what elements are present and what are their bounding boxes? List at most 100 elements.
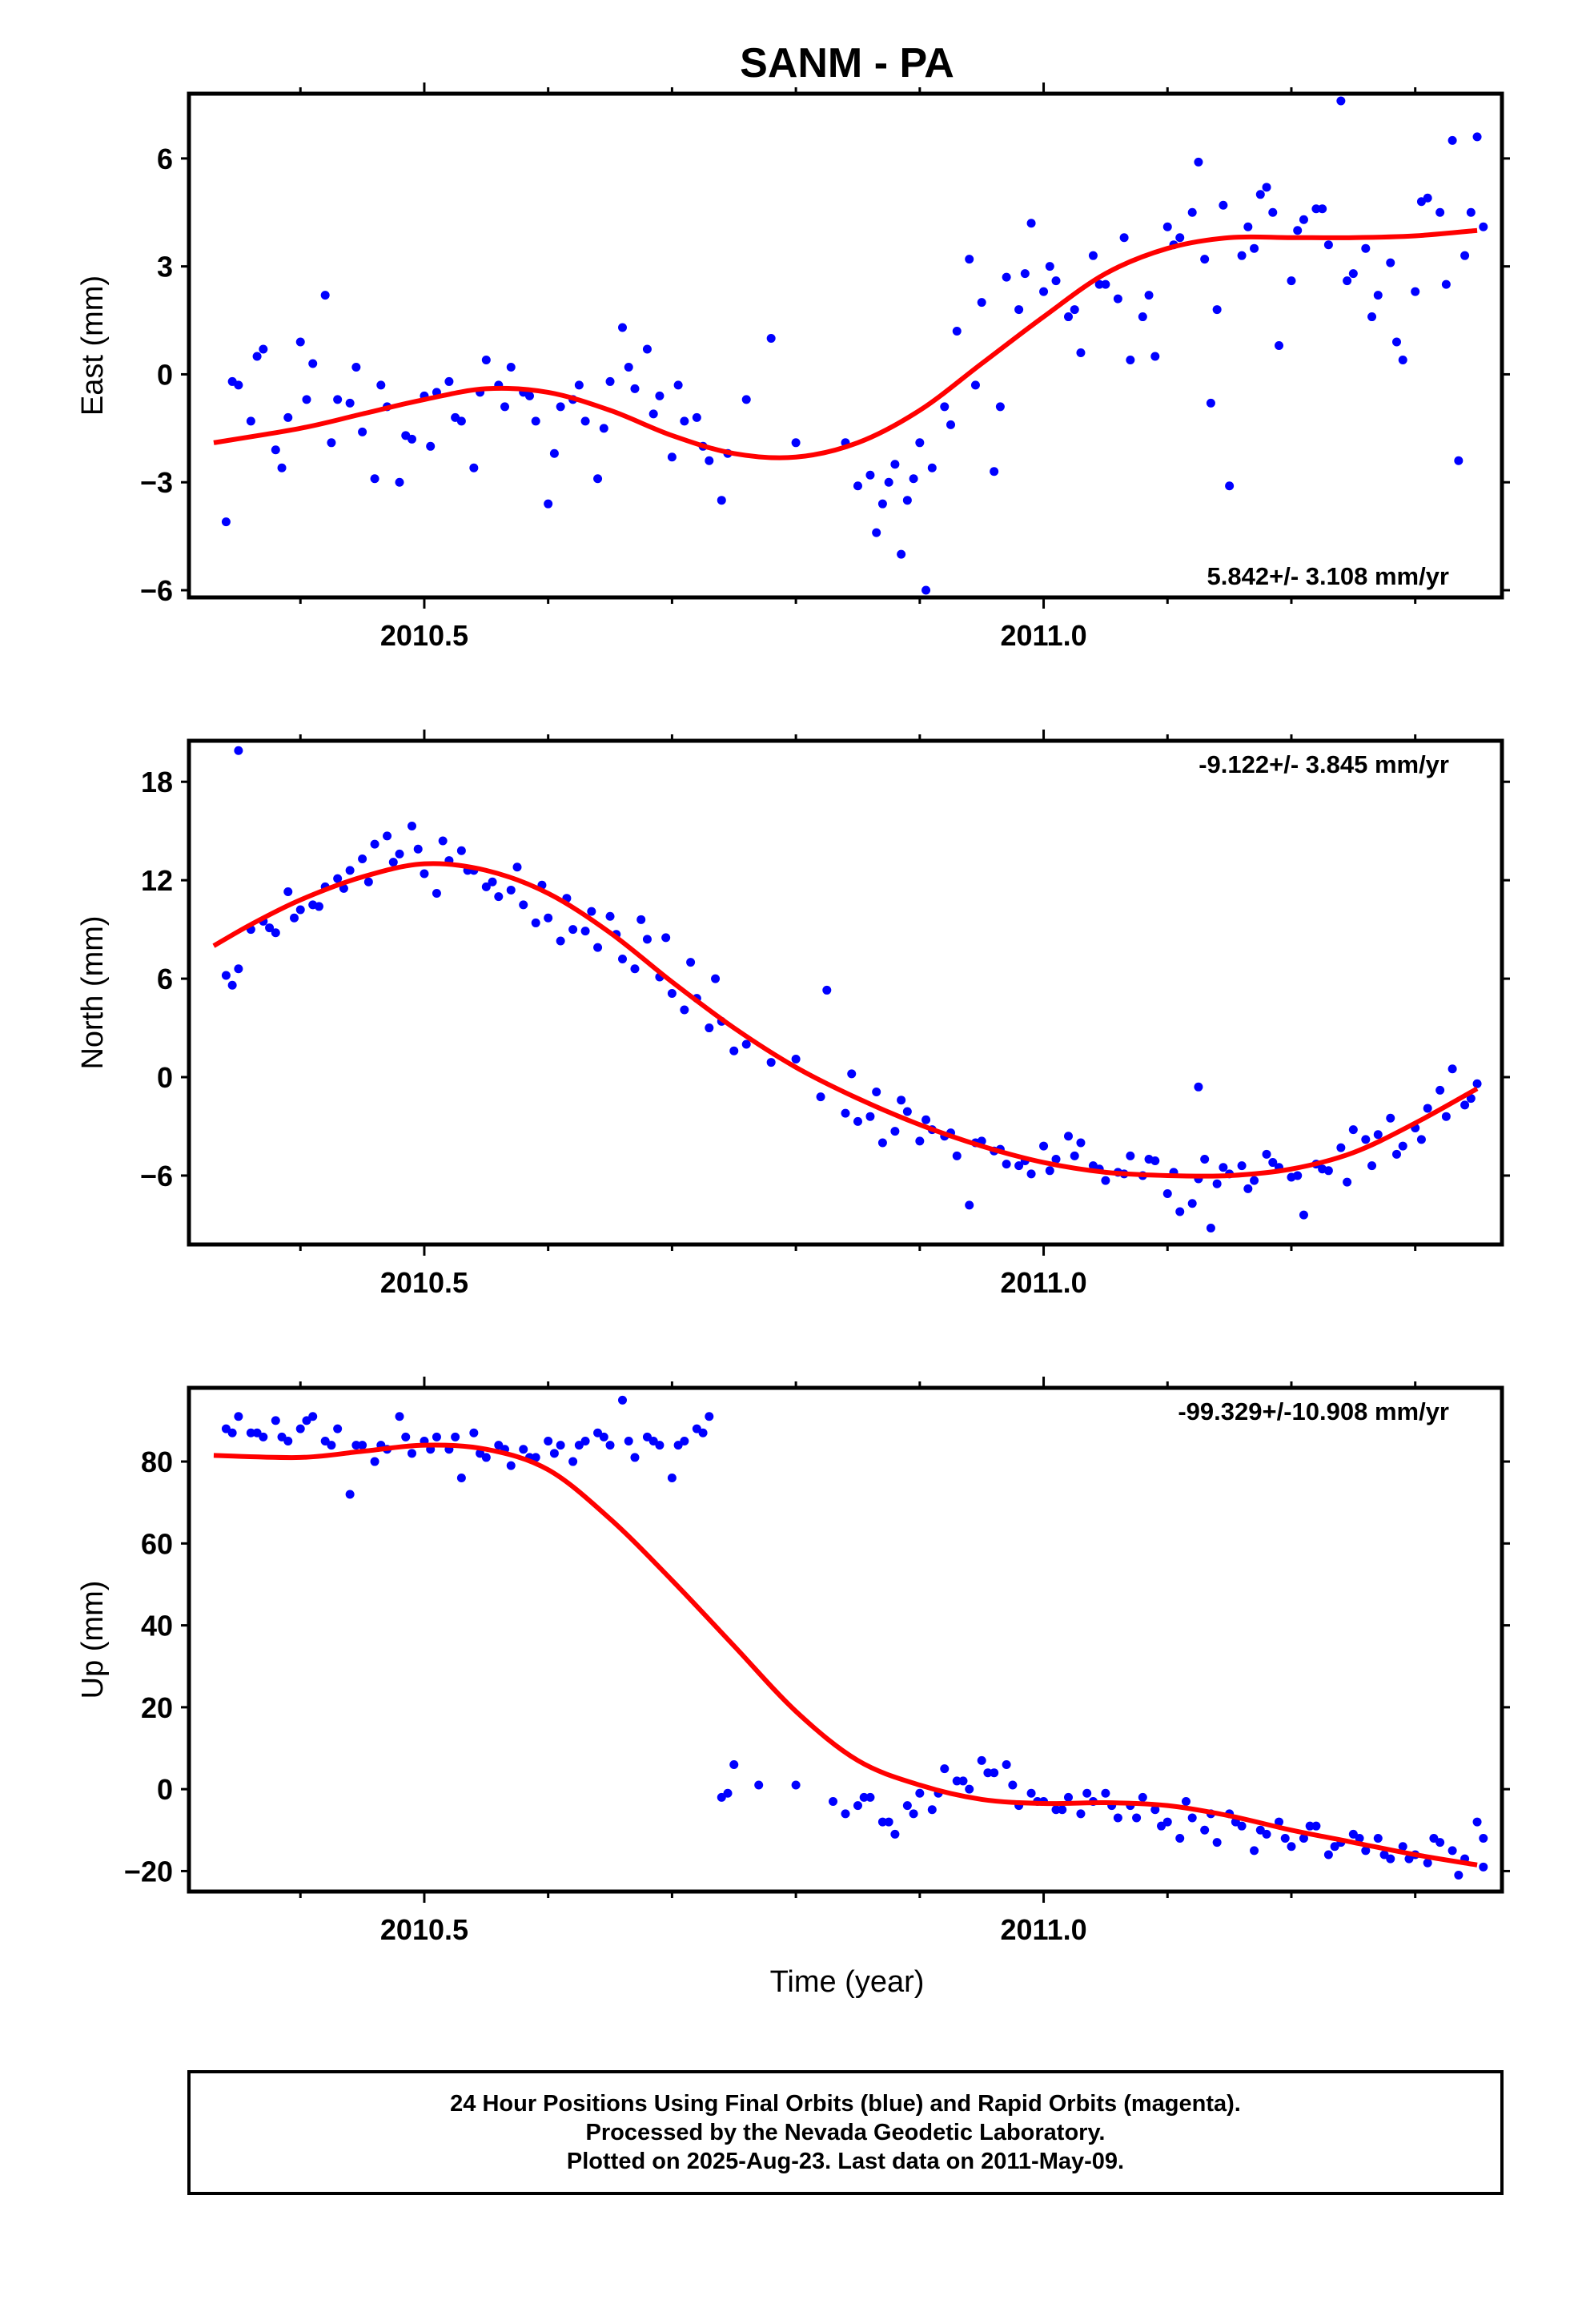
east-data-point [1398,355,1407,364]
up-data-point [605,1441,615,1450]
east-data-point [221,517,231,527]
up-plot-frame [187,1385,1504,1894]
north-data-point [1361,1135,1371,1144]
north-data-point [234,746,243,755]
east-data-point [1287,276,1296,286]
up-data-point [1002,1759,1011,1769]
east-data-point [605,376,615,386]
north-data-point [283,887,293,896]
east-data-point [370,474,379,484]
north-data-point [568,925,578,935]
east-data-point [1416,197,1426,207]
footer-box: 24 Hour Positions Using Final Orbits (bl… [187,2070,1504,2195]
east-y-tick-label: 0 [157,358,173,391]
up-data-point [1311,1821,1321,1831]
east-data-point [1206,398,1215,408]
east-data-point [1343,276,1352,286]
up-fit-curve [213,1442,1478,1868]
up-data-point [432,1432,441,1441]
up-data-point [1398,1842,1407,1852]
east-data-point [1101,279,1110,289]
up-data-point [221,1424,231,1433]
up-data-point [481,1453,491,1462]
east-data-point [327,438,336,448]
up-data-point [1355,1834,1364,1844]
north-data-point [1144,1154,1154,1164]
north-data-point [420,869,429,879]
footer-line-3: Plotted on 2025-Aug-23. Last data on 201… [567,2149,1124,2174]
up-data-point [977,1755,986,1765]
north-data-point [729,1046,739,1055]
north-plot-frame [187,738,1504,1247]
north-data-point [407,822,416,831]
up-data-point [277,1432,287,1441]
east-data-point [1441,279,1451,289]
east-y-axis-label: East (mm) [76,275,110,416]
east-data-point [624,362,633,372]
north-data-point [865,1112,875,1121]
east-data-point [865,470,875,480]
east-data-point [345,398,355,408]
east-data-point [469,463,479,472]
east-data-point [890,460,900,469]
north-data-point [1250,1176,1259,1185]
north-y-tick-label: 6 [157,963,173,995]
up-y-tick-label: −20 [124,1855,173,1888]
north-data-point [1039,1141,1049,1151]
north-data-point [1126,1151,1135,1160]
east-data-point [1219,200,1228,210]
east-data-point [921,585,931,595]
east-data-point [1293,226,1303,235]
up-data-point [952,1776,962,1786]
north-data-point [741,1039,751,1049]
east-data-point [1275,341,1284,350]
up-data-point [407,1449,416,1458]
north-data-point [1262,1149,1271,1159]
up-data-point [667,1474,677,1483]
north-data-point [506,885,516,895]
up-data-point [295,1424,305,1433]
north-data-point [1343,1177,1352,1187]
north-data-point [413,844,423,854]
east-data-point [1212,305,1222,315]
up-data-point [1157,1821,1166,1831]
up-data-point [320,1436,330,1445]
north-data-point [1026,1169,1036,1179]
up-data-point [1454,1871,1464,1880]
east-data-point [1076,348,1086,357]
up-data-point [829,1796,838,1806]
east-data-point [500,402,510,412]
up-data-point [705,1412,714,1421]
east-data-point [1088,251,1098,260]
up-data-point [1237,1821,1247,1831]
up-data-point [692,1424,701,1433]
east-plot-frame [187,91,1504,600]
up-data-point [1280,1834,1290,1844]
east-data-point [599,424,608,433]
up-data-point [1373,1834,1383,1844]
north-y-tick-label: −6 [140,1160,173,1192]
east-data-point [271,445,280,455]
east-data-point [667,452,677,462]
north-data-point [1391,1149,1401,1159]
north-data-point [395,849,404,858]
up-data-point [1076,1809,1086,1819]
north-data-point [544,913,553,923]
up-data-point [630,1453,640,1462]
east-data-point [259,344,268,354]
north-data-point [680,1005,689,1015]
north-data-point [897,1096,906,1105]
up-data-point [345,1490,355,1499]
up-data-point [1175,1834,1185,1844]
east-data-point [1411,287,1420,296]
up-data-point [655,1441,665,1450]
up-data-point [1250,1846,1259,1856]
up-data-point [1187,1813,1197,1823]
footer-line-1: 24 Hour Positions Using Final Orbits (bl… [450,2091,1241,2117]
east-data-point [451,412,460,422]
up-data-point [1435,1838,1445,1848]
north-y-tick-label: 12 [141,864,173,897]
north-data-point [847,1069,857,1079]
x-axis-label: Time (year) [770,1965,925,1999]
north-data-point [1472,1079,1482,1088]
